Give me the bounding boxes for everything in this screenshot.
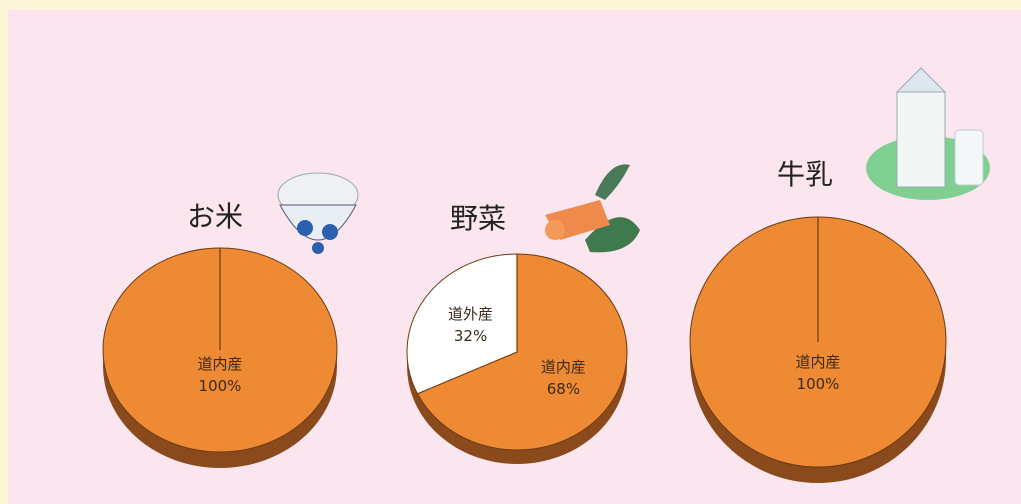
chart-title: 野菜 <box>450 202 506 235</box>
slice-label: 道内産 <box>197 355 242 373</box>
chart-title: 牛乳 <box>777 158 833 191</box>
slice-label: 道内産 <box>541 358 586 376</box>
value-label: 68% <box>547 380 580 398</box>
slice-label: 道外産 <box>448 305 493 323</box>
chart-title: お米 <box>187 200 243 233</box>
value-label: 100% <box>797 375 840 393</box>
value-label: 32% <box>454 327 487 345</box>
chart: お米 野菜 牛乳 道内産 100% 道内産 68% 道外産 32% 道内産 100% <box>0 0 1021 504</box>
slice-label: 道内産 <box>795 353 840 371</box>
page: {"chart_data": [ {"type": "pie", "title"… <box>0 0 1021 504</box>
value-label: 100% <box>199 377 242 395</box>
